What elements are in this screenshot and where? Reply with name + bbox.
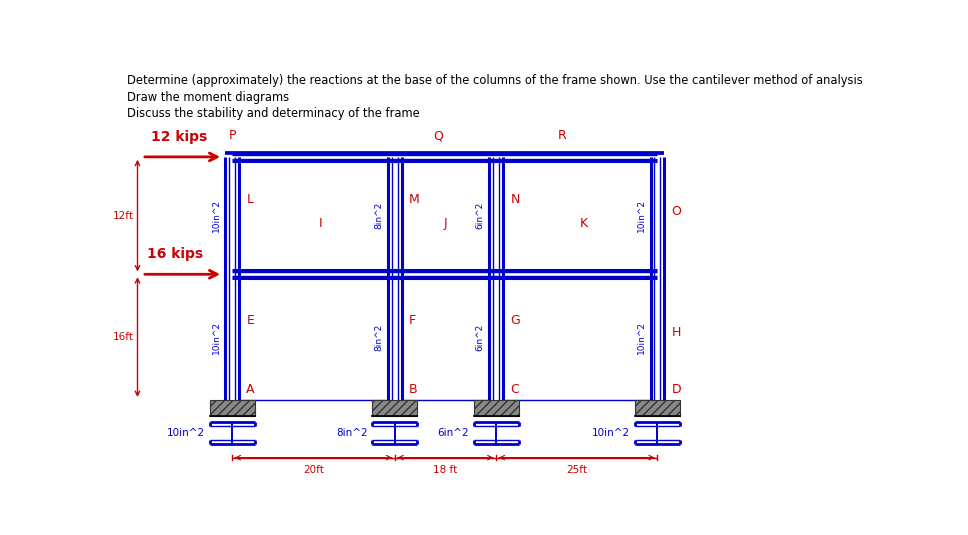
Bar [473,400,519,416]
Text: 16ft: 16ft [112,332,134,342]
Text: A: A [246,383,255,396]
Text: 18 ft: 18 ft [434,465,458,475]
Bar [502,161,650,270]
Text: Discuss the stability and determinacy of the frame: Discuss the stability and determinacy of… [127,108,420,120]
Text: 10in^2: 10in^2 [166,428,205,438]
Bar [635,400,680,416]
Text: E: E [246,314,255,327]
Text: 10in^2: 10in^2 [592,428,630,438]
Text: B: B [409,383,418,396]
Text: H: H [672,326,681,340]
Text: N: N [510,193,520,205]
Text: G: G [510,314,520,327]
Bar [239,161,388,270]
Text: P: P [228,129,236,142]
Text: 12ft: 12ft [112,211,134,220]
Bar [402,278,490,400]
Text: 10in^2: 10in^2 [212,199,221,232]
Text: K: K [580,217,589,231]
Text: 8in^2: 8in^2 [375,324,383,351]
Text: M: M [409,193,420,205]
Bar [209,400,255,416]
Text: 6in^2: 6in^2 [476,202,485,229]
Text: C: C [510,383,519,396]
Text: 12 kips: 12 kips [151,129,207,144]
Text: D: D [672,383,681,396]
Bar [402,161,490,270]
Bar [239,278,388,400]
Text: 20ft: 20ft [303,465,324,475]
Text: 10in^2: 10in^2 [637,320,646,354]
Text: 6in^2: 6in^2 [476,324,485,351]
Text: 6in^2: 6in^2 [438,428,469,438]
Text: I: I [319,217,322,231]
Text: 25ft: 25ft [566,465,588,475]
Text: Q: Q [433,129,443,142]
Text: 16 kips: 16 kips [147,247,203,261]
Text: 8in^2: 8in^2 [375,202,383,229]
Text: Determine (approximately) the reactions at the base of the columns of the frame : Determine (approximately) the reactions … [127,74,862,88]
Bar [373,400,417,416]
Bar [502,278,650,400]
Text: F: F [409,314,416,327]
Text: L: L [246,193,254,205]
Text: 10in^2: 10in^2 [637,199,646,232]
Text: O: O [672,205,681,218]
Text: R: R [558,129,566,142]
Text: 8in^2: 8in^2 [336,428,368,438]
Text: J: J [443,217,447,231]
Text: Draw the moment diagrams: Draw the moment diagrams [127,91,289,104]
Text: 10in^2: 10in^2 [212,320,221,354]
